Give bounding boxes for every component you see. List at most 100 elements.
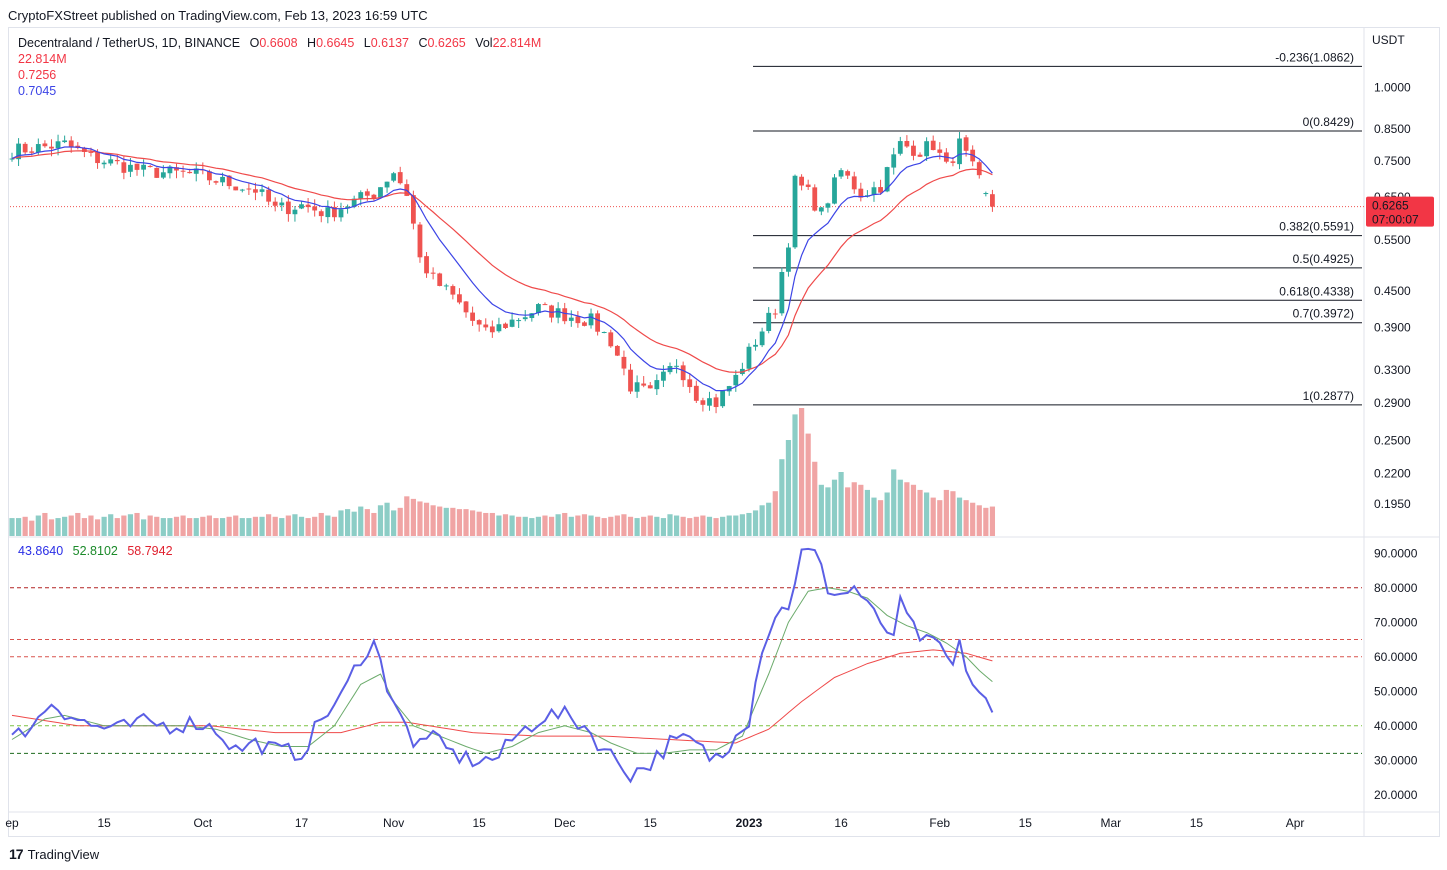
- volume-bar: [673, 515, 680, 536]
- legend-ma-fast-value: 0.7045: [18, 84, 57, 98]
- candle-body: [924, 141, 930, 157]
- candle-body: [891, 154, 897, 168]
- candle-body: [522, 317, 528, 320]
- candle-body: [128, 164, 133, 172]
- candle-body: [575, 316, 581, 324]
- candle-body: [299, 204, 304, 209]
- volume-bar: [851, 482, 857, 536]
- candle-body: [628, 369, 633, 392]
- volume-bar: [785, 440, 792, 536]
- candle-body: [904, 140, 910, 147]
- volume-bar: [568, 516, 574, 536]
- oscillator-line-rsi: [11, 547, 994, 784]
- candle-body: [174, 167, 179, 171]
- candle-body: [305, 204, 311, 208]
- volume-bar: [371, 512, 377, 536]
- candle-body: [417, 224, 423, 258]
- volume-bar: [404, 496, 410, 536]
- volume-bar: [943, 489, 949, 536]
- candle-body: [733, 374, 739, 386]
- ohlc-open: O0.6608: [249, 36, 298, 50]
- volume-bar: [292, 514, 298, 536]
- price-tag-value: 0.6265: [1372, 199, 1409, 213]
- brand-name: TradingView: [27, 846, 100, 862]
- volume-bar: [22, 516, 28, 536]
- candle-body: [332, 206, 337, 218]
- volume-bar: [877, 500, 884, 536]
- price-axis-label: 0.7500: [1374, 154, 1411, 168]
- volume-bar: [417, 501, 423, 536]
- moving-average-fast-line: [11, 146, 993, 392]
- volume-bar: [167, 518, 173, 536]
- candle-body: [990, 194, 995, 207]
- candle-body: [207, 171, 212, 181]
- candle-body: [16, 143, 21, 160]
- candle-body: [351, 198, 357, 207]
- volume-bar: [75, 512, 81, 536]
- candle-body: [259, 189, 265, 192]
- candle-body: [35, 144, 41, 153]
- time-axis-label: Apr: [1286, 816, 1305, 830]
- candle-body: [325, 207, 331, 218]
- candle-body: [443, 285, 449, 287]
- volume-bar: [338, 510, 344, 536]
- volume-bar: [667, 514, 673, 536]
- candle-body: [463, 301, 469, 313]
- oscillator-axis-label: 90.0000: [1374, 546, 1418, 560]
- candle-body: [759, 331, 765, 346]
- candle-body: [253, 189, 258, 193]
- candle-body: [549, 305, 554, 318]
- candle-body: [536, 304, 541, 314]
- volume-bar: [331, 516, 338, 536]
- legend-row-symbol: Decentraland / TetherUS, 1D, BINANCE O0.…: [18, 35, 547, 51]
- candle-body: [9, 158, 15, 160]
- volume-bar: [285, 515, 291, 536]
- volume-bar: [542, 515, 548, 536]
- tradingview-brand[interactable]: 17 TradingView: [9, 846, 99, 862]
- candle-body: [496, 324, 502, 332]
- volume-bar: [897, 479, 903, 536]
- volume-bar: [818, 484, 824, 536]
- volume-bar: [266, 514, 272, 536]
- candle-body: [62, 140, 68, 143]
- price-axis-label: 0.3900: [1374, 320, 1411, 334]
- time-axis-label: 16: [834, 816, 848, 830]
- volume-bar: [364, 509, 370, 536]
- candle-body: [871, 187, 877, 195]
- volume-bar: [634, 518, 640, 536]
- main-legend: Decentraland / TetherUS, 1D, BINANCE O0.…: [18, 35, 547, 99]
- volume-bar: [489, 512, 495, 536]
- fib-label: 0.618(0.4338): [1279, 284, 1354, 298]
- volume-bar: [272, 516, 278, 536]
- volume-bar: [575, 515, 581, 536]
- volume-bar: [443, 507, 449, 536]
- volume-bar: [654, 516, 660, 536]
- legend-ma-slow-value: 0.7256: [18, 68, 57, 82]
- volume-bar: [318, 512, 324, 536]
- volume-bar: [213, 518, 219, 536]
- volume-bar: [410, 498, 416, 536]
- oscillator-axis-label: 40.0000: [1374, 719, 1418, 733]
- candle-body: [753, 344, 758, 347]
- volume-bar: [759, 505, 765, 536]
- price-axis-label: 0.2200: [1374, 466, 1411, 480]
- oscillator-axis-label: 80.0000: [1374, 581, 1418, 595]
- volume-bar: [706, 516, 713, 536]
- price-axis-label: 0.8500: [1374, 122, 1411, 136]
- volume-bar: [963, 500, 969, 536]
- volume-bar: [15, 518, 22, 536]
- candle-body: [937, 149, 943, 153]
- candle-body: [154, 167, 160, 178]
- candle-body: [845, 171, 851, 176]
- volume-bar: [792, 414, 798, 536]
- volume-bar: [305, 518, 311, 536]
- candle-body: [180, 170, 186, 172]
- volume-bar: [555, 514, 561, 536]
- volume-bar: [970, 502, 976, 536]
- volume-bar: [42, 512, 48, 536]
- candle-body: [292, 209, 298, 215]
- volume-bar: [976, 505, 982, 536]
- moving-average-slow-line: [11, 150, 993, 373]
- candle-body: [568, 317, 574, 321]
